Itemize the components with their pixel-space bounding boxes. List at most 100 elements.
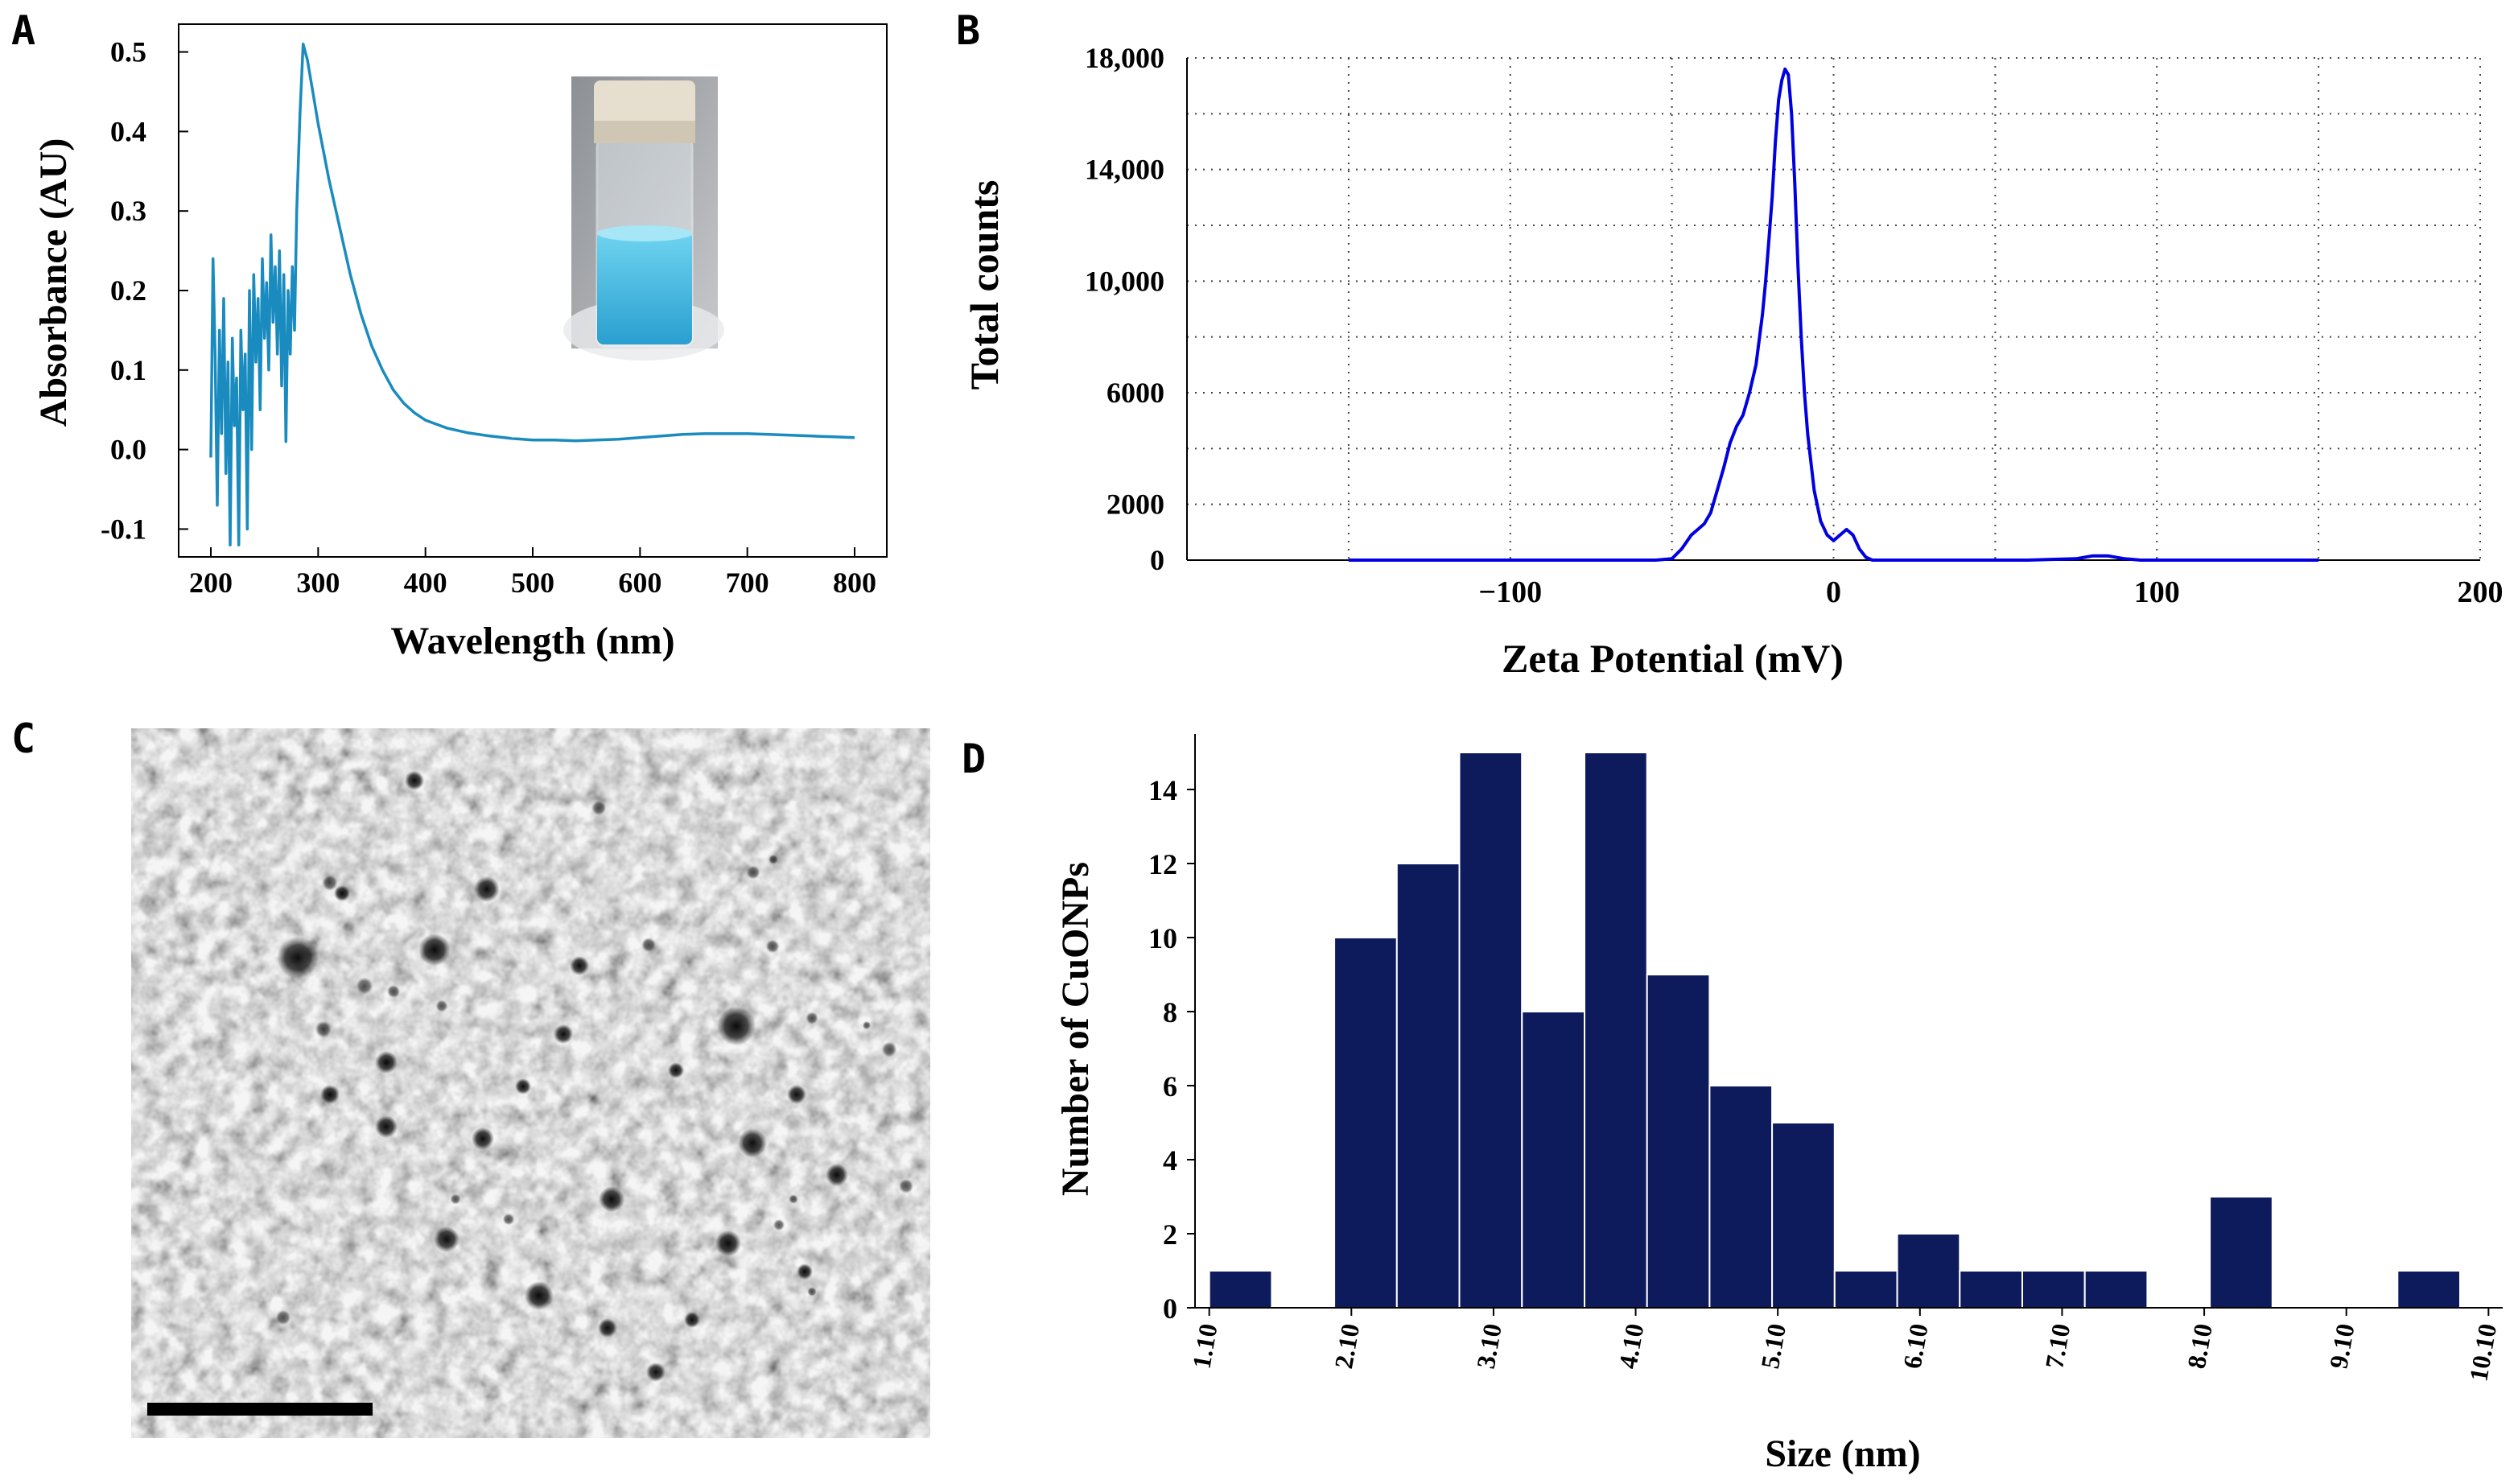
- absorbance-series-line: [209, 42, 855, 546]
- y-tick-label: 14: [1148, 774, 1177, 806]
- nanoparticle-dot: [434, 1226, 460, 1252]
- nanoparticle-dot: [899, 1179, 913, 1193]
- nanoparticle-dot: [320, 1085, 340, 1104]
- y-tick-label: 2000: [1107, 488, 1164, 521]
- x-tick-label: 5.10: [1755, 1321, 1791, 1371]
- nanoparticle-dot: [717, 1007, 756, 1045]
- nanoparticle-dot: [598, 1318, 617, 1338]
- nanoparticle-dot: [765, 939, 780, 954]
- x-tick-label: 800: [833, 567, 876, 599]
- histogram-bar: [2021, 1270, 2086, 1309]
- nanoparticle-dot: [641, 938, 656, 952]
- x-tick-label: 6.10: [1898, 1321, 1934, 1371]
- nanoparticle-dot: [277, 937, 319, 979]
- x-tick-label: 700: [726, 567, 769, 599]
- x-tick-label: 1.10: [1186, 1321, 1222, 1371]
- x-axis-title: Size (nm): [1765, 1432, 1920, 1475]
- nanoparticle-dot: [356, 977, 373, 995]
- histogram-bar: [1208, 1270, 1273, 1309]
- y-tick-label: 12: [1148, 848, 1177, 880]
- zeta-series-line: [1348, 67, 2319, 562]
- x-tick-label: 2.10: [1329, 1321, 1365, 1371]
- nanoparticle-dot: [797, 1263, 813, 1280]
- nanoparticle-dot: [474, 876, 500, 902]
- x-tick-label: 200: [189, 567, 233, 599]
- histogram-bar: [1333, 937, 1398, 1309]
- y-tick-label: 0: [1163, 1292, 1177, 1325]
- nanoparticle-dot: [646, 1362, 666, 1382]
- nanoparticle-dot: [599, 1186, 624, 1212]
- scale-bar: [147, 1403, 373, 1416]
- uv-vis-absorbance-chart: 200 300 400 500 600 700 800 -0.1 0.0 0.1 0.2 0.3 0.4…: [32, 23, 888, 662]
- histogram-bar: [1646, 974, 1711, 1309]
- nanoparticle-dot: [789, 1194, 798, 1204]
- nanoparticle-dots: [275, 771, 913, 1382]
- y-tick-label: 0.1: [110, 354, 146, 386]
- panel-label-d: D: [962, 736, 986, 782]
- histogram-bar: [1708, 1085, 1774, 1309]
- nanoparticle-dot: [554, 1024, 573, 1044]
- tick-group: 0 2 4 6 8 10 12 14 1.10 2.10 3.10 4.10 5.10 6.10 7.10 8…: [1054, 774, 2502, 1475]
- tick-group: 200 300 400 500 600 700 800 -0.1 0.0 0.1 0.2 0.3 0.4…: [32, 36, 876, 662]
- y-tick-label: 18,000: [1085, 42, 1164, 74]
- y-tick-label: 0.4: [110, 115, 146, 147]
- y-tick-label: 6: [1163, 1070, 1177, 1103]
- x-tick-label: 100: [2134, 575, 2180, 609]
- tick-group: −100 0 100 20002000600010,00014,00018,000Ze…: [962, 42, 2504, 681]
- size-distribution-histogram: 0 2 4 6 8 10 12 14 1.10 2.10 3.10 4.10 5.10 6.10 7.10 8…: [1054, 734, 2503, 1475]
- y-tick-label: 4: [1163, 1144, 1177, 1177]
- nanoparticle-dot: [315, 1020, 332, 1038]
- nanoparticle-dot: [881, 1041, 897, 1057]
- histogram-bar: [2209, 1196, 2273, 1309]
- nanoparticle-dot: [591, 800, 607, 816]
- histogram-bar: [1584, 752, 1648, 1309]
- nanoparticle-dot: [738, 1128, 767, 1157]
- nanoparticle-dot: [375, 1115, 398, 1138]
- x-tick-label: 10.10: [2463, 1321, 2502, 1383]
- nanoparticle-dot: [525, 1281, 554, 1310]
- x-axis-title: Wavelength (nm): [390, 620, 674, 662]
- y-tick-label: 0: [1150, 544, 1164, 576]
- histogram-bar: [1896, 1233, 1961, 1309]
- nanoparticle-dot: [806, 1012, 818, 1024]
- nanoparticle-dot: [515, 1078, 531, 1094]
- nanoparticle-dot: [715, 1230, 741, 1256]
- panel-label-c: C: [11, 715, 35, 762]
- x-tick-label: 9.10: [2323, 1321, 2359, 1371]
- histogram-bar: [1395, 863, 1461, 1309]
- histogram-bar: [2083, 1270, 2149, 1309]
- x-tick-label: 8.10: [2182, 1321, 2218, 1371]
- x-tick-label: 600: [618, 567, 661, 599]
- x-tick-label: 0: [1826, 575, 1841, 609]
- y-tick-label: 0.5: [110, 36, 146, 68]
- x-tick-label: 400: [404, 567, 447, 599]
- nanoparticle-dot: [668, 1062, 684, 1078]
- nanoparticle-dot: [773, 1219, 785, 1230]
- nanoparticle-dot: [684, 1312, 700, 1328]
- histogram-bar: [1771, 1122, 1836, 1309]
- y-tick-label: 14,000: [1085, 154, 1164, 186]
- nanoparticle-dot: [435, 1000, 448, 1012]
- x-tick-label: 500: [511, 567, 554, 599]
- x-tick-label: 7.10: [2039, 1321, 2075, 1371]
- nanoparticle-dot: [450, 1193, 461, 1205]
- x-tick-label: 4.10: [1613, 1321, 1649, 1371]
- y-tick-label: 0.3: [110, 195, 146, 227]
- nanoparticle-dot: [787, 1085, 806, 1104]
- nanoparticle-dot: [807, 1287, 817, 1296]
- nanoparticle-dot: [322, 875, 338, 891]
- grid-lines: [1187, 57, 2481, 560]
- x-tick-label: 300: [296, 567, 340, 599]
- nanoparticle-dot: [862, 1020, 872, 1030]
- nanoparticle-dot: [387, 985, 400, 998]
- y-axis-title: Total counts: [962, 180, 1007, 390]
- y-tick-label: 0.2: [110, 274, 146, 307]
- inset-vial-photo: [563, 76, 724, 361]
- nanoparticle-dot: [769, 855, 778, 864]
- y-tick-label: 2: [1163, 1218, 1177, 1251]
- panel-label-b: B: [956, 7, 980, 54]
- x-tick-label: 3.10: [1471, 1321, 1507, 1371]
- histogram-bars: [1208, 752, 2462, 1309]
- nanoparticle-dot: [570, 956, 589, 975]
- histogram-bar: [1521, 1011, 1586, 1309]
